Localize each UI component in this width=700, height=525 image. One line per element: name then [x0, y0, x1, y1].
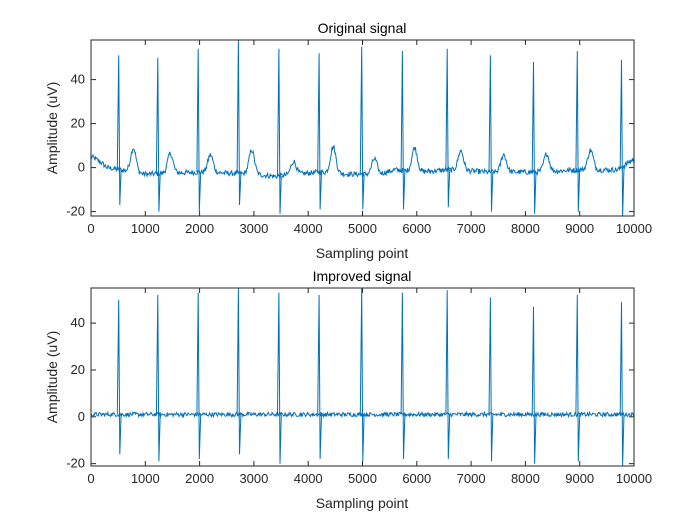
x-tick-label: 1000	[131, 471, 160, 486]
r-peak-spike	[400, 292, 406, 460]
r-peak-spike	[196, 292, 202, 460]
x-ticks-original: 0 1000 2000 3000 4000 5000 6000 7000 8000 9000 100…	[87, 40, 652, 236]
x-axis-label-original: Sampling point	[316, 245, 409, 261]
r-peak-spike	[445, 290, 451, 460]
r-peak-spike	[445, 48, 451, 208]
chart-title-improved: Improved signal	[313, 268, 412, 284]
chart-improved: Improved signal Sampling point Amplitude…	[44, 268, 652, 511]
x-tick-label: 8000	[511, 221, 540, 236]
y-ticks-original: -20 0 20 40	[66, 72, 634, 219]
r-peak-spike	[236, 39, 242, 206]
r-peak-spike	[531, 306, 537, 464]
r-peak-marks-improved	[116, 287, 625, 467]
x-tick-label: 3000	[239, 471, 268, 486]
r-peak-spike	[619, 302, 625, 467]
x-tick-label: 5000	[348, 221, 377, 236]
y-tick-label: -20	[66, 204, 85, 219]
r-peak-spike	[359, 287, 365, 462]
r-peak-spike	[155, 57, 161, 212]
r-peak-spike	[277, 48, 282, 214]
chart-original: Original signal Sampling point Amplitude…	[44, 20, 652, 261]
y-ticks-improved: -20 0 20 40	[66, 315, 634, 471]
r-peak-spike	[317, 294, 322, 460]
r-peak-spike	[488, 297, 494, 462]
x-ticks-improved: 0 1000 2000 3000 4000 5000 6000 7000 8000 9000 100…	[87, 288, 652, 486]
axes-box-original	[90, 39, 635, 217]
x-tick-label: 0	[87, 221, 94, 236]
x-tick-label: 4000	[294, 221, 323, 236]
r-peak-spike	[116, 55, 122, 206]
r-peak-marks-original	[116, 39, 625, 217]
x-tick-label: 6000	[402, 221, 431, 236]
x-tick-label: 6000	[402, 471, 431, 486]
x-tick-label: 10000	[616, 471, 652, 486]
r-peak-spike	[196, 48, 202, 212]
r-peak-spike	[277, 292, 282, 464]
y-tick-label: 0	[78, 160, 85, 175]
x-tick-label: 10000	[616, 221, 652, 236]
x-tick-label: 4000	[294, 471, 323, 486]
r-peak-spike	[317, 53, 322, 210]
r-peak-spike	[116, 299, 122, 455]
x-tick-label: 7000	[457, 221, 486, 236]
x-tick-label: 0	[87, 471, 94, 486]
r-peak-spike	[531, 61, 537, 214]
y-tick-label: 40	[71, 72, 85, 87]
x-axis-label-improved: Sampling point	[316, 495, 409, 511]
r-peak-spike	[155, 294, 161, 462]
r-peak-spike	[359, 46, 365, 210]
y-tick-label: -20	[66, 456, 85, 471]
chart-title-original: Original signal	[318, 20, 407, 36]
x-tick-label: 2000	[185, 471, 214, 486]
x-tick-label: 7000	[457, 471, 486, 486]
y-tick-label: 40	[71, 315, 85, 330]
r-peak-spike	[575, 50, 581, 212]
r-peak-spike	[488, 55, 494, 212]
r-peak-spike	[575, 294, 581, 462]
r-peak-spike	[236, 287, 242, 455]
r-peak-spike	[619, 59, 625, 217]
y-axis-label-improved: Amplitude (uV)	[44, 331, 60, 424]
x-tick-label: 9000	[565, 221, 594, 236]
r-peak-spike	[400, 50, 406, 210]
x-tick-label: 1000	[131, 221, 160, 236]
x-tick-label: 2000	[185, 221, 214, 236]
y-axis-label-original: Amplitude (uV)	[44, 82, 60, 175]
x-tick-label: 5000	[348, 471, 377, 486]
x-tick-label: 8000	[511, 471, 540, 486]
x-tick-label: 9000	[565, 471, 594, 486]
y-tick-label: 0	[78, 409, 85, 424]
axes-box-improved	[90, 287, 635, 467]
x-tick-label: 3000	[239, 221, 268, 236]
y-tick-label: 20	[71, 362, 85, 377]
y-tick-label: 20	[71, 116, 85, 131]
